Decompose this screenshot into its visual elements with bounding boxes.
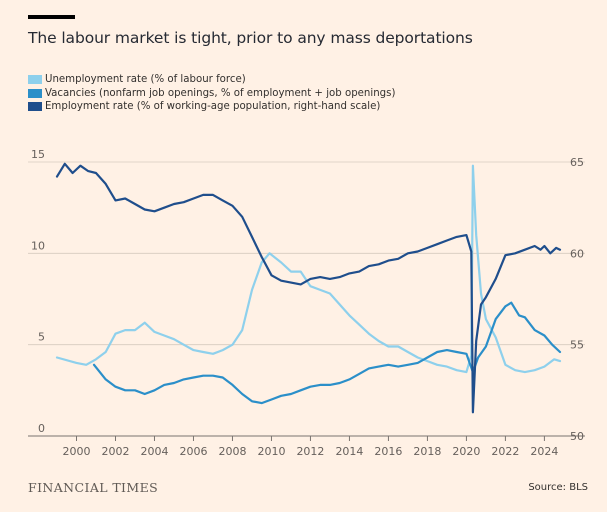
ft-logo: FINANCIAL TIMES — [28, 480, 159, 495]
legend-label-employment: Employment rate (% of working-age popula… — [45, 101, 381, 113]
brand-accent-bar — [28, 15, 75, 19]
line-chart: 0 5 10 15 50 55 60 65 2000 2002 2004 2006 2008 2010 20… — [28, 148, 585, 458]
legend-swatch-employment — [28, 102, 42, 112]
x-axis-tick-label: 2002 — [101, 445, 129, 458]
legend-label-unemployment: Unemployment rate (% of labour force) — [45, 74, 246, 86]
right-axis-tick-label: 60 — [570, 247, 584, 260]
left-axis-tick-label: 0 — [38, 422, 45, 435]
legend: Unemployment rate (% of labour force) Va… — [28, 73, 395, 114]
left-axis-tick-label: 5 — [38, 331, 45, 344]
source-note: Source: BLS — [528, 482, 588, 493]
legend-label-vacancies: Vacancies (nonfarm job openings, % of em… — [45, 87, 396, 99]
left-axis-tick-label: 15 — [31, 148, 45, 161]
legend-swatch-unemployment — [28, 75, 42, 85]
chart-title: The labour market is tight, prior to any… — [28, 29, 473, 47]
x-axis-tick-label: 2014 — [335, 445, 363, 458]
left-axis-tick-label: 10 — [31, 239, 45, 252]
vacancies-line — [92, 301, 562, 405]
x-axis-tick-label: 2020 — [452, 445, 480, 458]
legend-swatch-vacancies — [28, 88, 42, 98]
x-axis-tick-label: 2004 — [140, 445, 168, 458]
x-axis-tick-label: 2006 — [179, 445, 207, 458]
x-axis-tick-label: 2000 — [62, 445, 90, 458]
x-axis-tick-label: 2016 — [374, 445, 402, 458]
x-axis-tick-label: 2018 — [413, 445, 441, 458]
legend-item-unemployment: Unemployment rate (% of labour force) — [28, 73, 395, 87]
legend-item-vacancies: Vacancies (nonfarm job openings, % of em… — [28, 87, 395, 101]
x-axis-tick-label: 2008 — [218, 445, 246, 458]
right-axis-tick-label: 55 — [570, 339, 584, 352]
x-axis-tick-label: 2010 — [257, 445, 285, 458]
right-axis-tick-label: 65 — [570, 156, 584, 169]
legend-item-employment: Employment rate (% of working-age popula… — [28, 100, 395, 114]
unemployment-rate-line — [55, 164, 562, 374]
x-axis-tick-label: 2022 — [491, 445, 519, 458]
employment-rate-line — [55, 162, 562, 414]
right-axis-tick-label: 50 — [570, 430, 584, 443]
x-axis-tick-label: 2012 — [296, 445, 324, 458]
x-axis-tick-label: 2024 — [530, 445, 558, 458]
